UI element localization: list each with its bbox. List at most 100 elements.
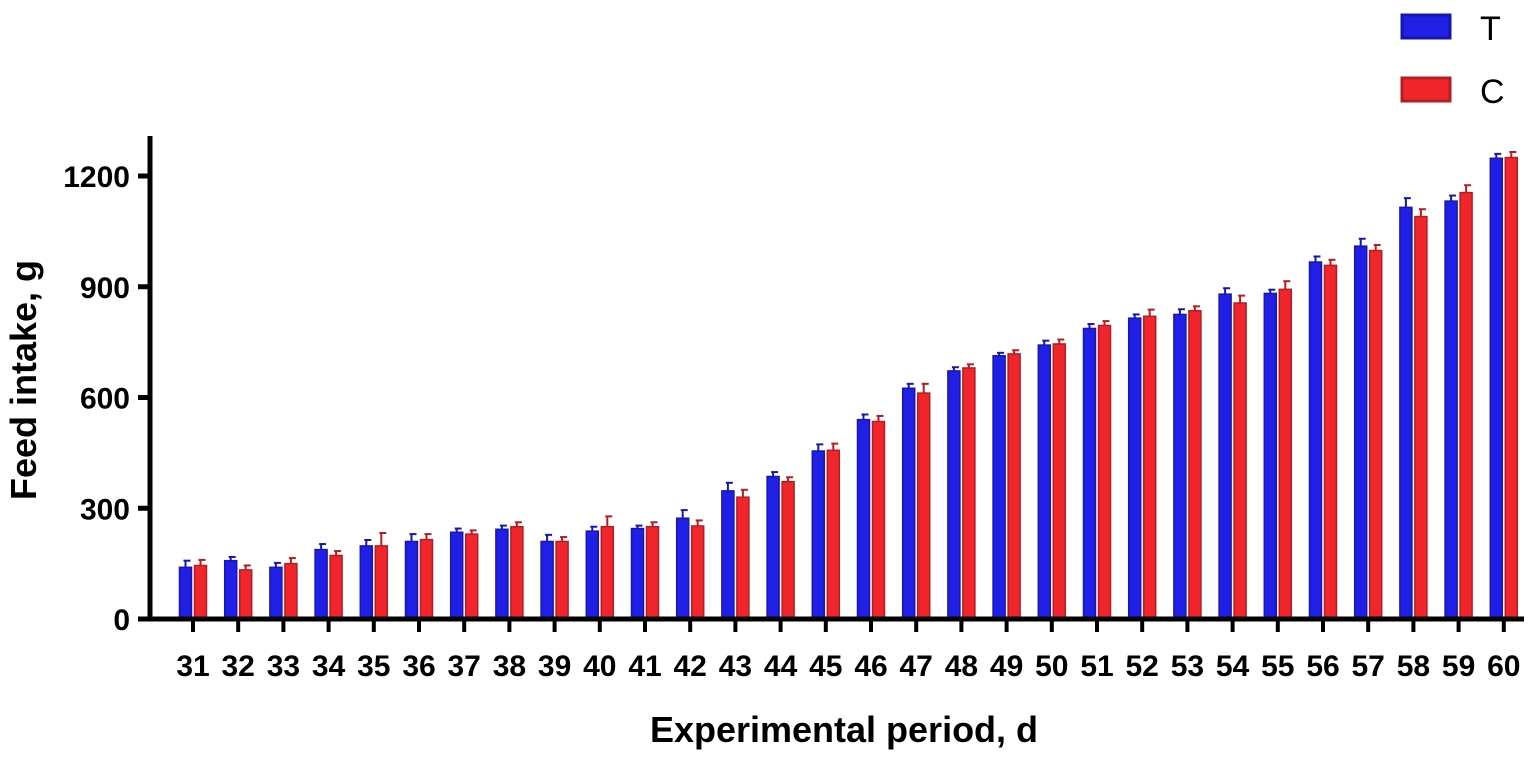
bar-C-38 xyxy=(510,525,524,620)
bar-C-33 xyxy=(284,562,298,620)
x-tick-label-56: 56 xyxy=(1306,650,1339,683)
bar-C-43 xyxy=(736,496,750,620)
bar-C-37 xyxy=(464,533,479,620)
bar-C-45 xyxy=(826,449,841,620)
bar-T-43 xyxy=(721,490,735,620)
bar-T-36 xyxy=(404,540,419,620)
x-tick-label-40: 40 xyxy=(583,650,616,683)
x-tick-label-44: 44 xyxy=(764,650,798,683)
x-tick-label-47: 47 xyxy=(900,650,933,683)
axes-layer xyxy=(147,136,1524,622)
bar-C-52 xyxy=(1142,315,1157,620)
bar-T-35 xyxy=(359,545,374,620)
bar-T-54 xyxy=(1218,293,1232,620)
bar-T-53 xyxy=(1173,313,1187,620)
bar-C-44 xyxy=(781,480,795,620)
bar-C-54 xyxy=(1233,302,1247,620)
x-tick-label-33: 33 xyxy=(267,650,300,683)
bar-C-32 xyxy=(238,569,253,620)
bar-C-47 xyxy=(916,392,931,620)
bar-C-56 xyxy=(1323,264,1338,620)
x-tick-label-35: 35 xyxy=(357,650,390,683)
y-tick-label-0: 0 xyxy=(113,604,130,637)
bar-T-59 xyxy=(1444,200,1458,620)
bar-C-58 xyxy=(1414,215,1428,620)
x-tick-label-52: 52 xyxy=(1126,650,1159,683)
x-tick-label-59: 59 xyxy=(1442,650,1475,683)
x-tick-label-32: 32 xyxy=(222,650,255,683)
bar-T-32 xyxy=(223,559,238,620)
y-axis-title: Feed intake, g xyxy=(3,260,44,500)
legend: TC xyxy=(1400,10,1505,111)
bar-C-48 xyxy=(962,367,976,620)
x-tick-label-37: 37 xyxy=(448,650,481,683)
x-tick-label-45: 45 xyxy=(809,650,842,683)
bar-T-45 xyxy=(811,450,826,620)
bar-T-58 xyxy=(1399,206,1413,620)
x-tick-label-50: 50 xyxy=(1035,650,1068,683)
x-tick-label-43: 43 xyxy=(719,650,752,683)
legend-swatch-C xyxy=(1400,76,1452,103)
x-tick-label-41: 41 xyxy=(628,650,661,683)
bar-T-39 xyxy=(540,540,554,620)
x-tick-label-39: 39 xyxy=(538,650,571,683)
bars-layer xyxy=(178,151,1519,620)
x-tick-label-57: 57 xyxy=(1352,650,1385,683)
y-tick-label-600: 600 xyxy=(80,383,130,416)
x-tick-layer: 31 32 33 34 35 36 37 38 39 40 41 42 43 44 45 46 47 48 49 50… xyxy=(176,619,1520,683)
bar-C-36 xyxy=(419,538,434,620)
bar-T-50 xyxy=(1037,344,1052,620)
x-tick-label-34: 34 xyxy=(312,650,346,683)
bar-T-56 xyxy=(1308,261,1323,620)
x-tick-label-54: 54 xyxy=(1216,650,1250,683)
bar-C-51 xyxy=(1097,324,1112,620)
bar-T-31 xyxy=(178,566,193,620)
bar-T-55 xyxy=(1263,292,1278,620)
bar-T-34 xyxy=(314,548,328,620)
bar-T-47 xyxy=(901,387,916,620)
bar-T-44 xyxy=(766,475,780,620)
bar-T-46 xyxy=(856,418,871,620)
bar-C-60 xyxy=(1504,156,1519,620)
x-tick-label-48: 48 xyxy=(945,650,978,683)
bar-C-49 xyxy=(1007,353,1021,620)
bar-T-49 xyxy=(992,355,1006,620)
x-tick-label-38: 38 xyxy=(493,650,526,683)
x-tick-label-46: 46 xyxy=(854,650,887,683)
bar-T-37 xyxy=(449,531,464,620)
bar-C-59 xyxy=(1459,191,1473,620)
x-tick-label-36: 36 xyxy=(402,650,435,683)
legend-swatch-T xyxy=(1400,13,1452,40)
bar-T-48 xyxy=(947,370,961,620)
x-tick-label-53: 53 xyxy=(1171,650,1204,683)
legend-label-C: C xyxy=(1480,73,1505,111)
legend-label-T: T xyxy=(1480,10,1501,48)
y-tick-layer: 0 300 600 900 1200 xyxy=(63,161,150,637)
bar-T-33 xyxy=(269,566,283,620)
bar-C-31 xyxy=(193,564,208,620)
bar-T-41 xyxy=(630,527,645,620)
bar-T-51 xyxy=(1082,327,1097,620)
y-tick-label-300: 300 xyxy=(80,493,130,526)
bar-C-55 xyxy=(1278,288,1293,620)
bar-T-40 xyxy=(585,530,600,620)
bar-T-52 xyxy=(1127,317,1142,620)
bar-C-50 xyxy=(1052,343,1067,620)
bar-C-46 xyxy=(871,420,886,620)
x-tick-label-42: 42 xyxy=(674,650,707,683)
bar-C-40 xyxy=(600,525,615,620)
bar-T-60 xyxy=(1489,157,1504,620)
bar-C-35 xyxy=(374,545,389,620)
x-tick-label-31: 31 xyxy=(176,650,209,683)
bar-C-41 xyxy=(645,525,660,620)
bar-C-57 xyxy=(1368,249,1383,620)
x-tick-label-55: 55 xyxy=(1261,650,1294,683)
x-tick-label-60: 60 xyxy=(1487,650,1520,683)
bar-T-38 xyxy=(495,528,509,620)
y-tick-label-900: 900 xyxy=(80,272,130,305)
bar-C-39 xyxy=(555,540,569,620)
x-tick-label-58: 58 xyxy=(1397,650,1430,683)
x-axis-title: Experimental period, d xyxy=(650,709,1038,750)
bar-T-57 xyxy=(1353,245,1368,620)
x-tick-label-51: 51 xyxy=(1080,650,1113,683)
